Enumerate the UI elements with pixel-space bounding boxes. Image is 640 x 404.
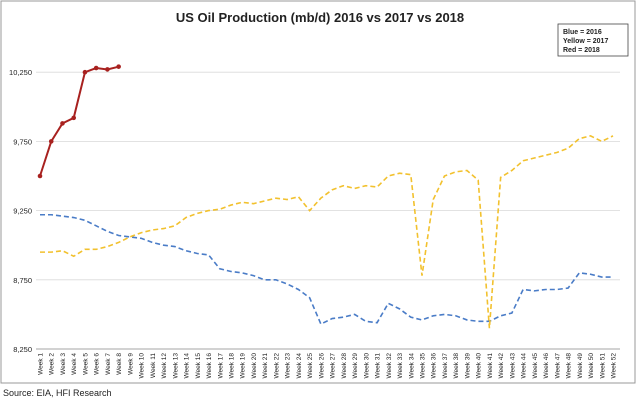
legend-entry: Yellow = 2017	[563, 38, 608, 45]
legend-entry: Blue = 2016	[563, 29, 602, 36]
x-tick-label: Week 25	[307, 353, 314, 379]
x-tick-label: Week 28	[341, 353, 348, 379]
x-tick-label: Week 34	[408, 353, 415, 379]
x-tick-label: Week 40	[476, 353, 483, 379]
series-marker	[82, 69, 88, 75]
x-tick-label: Week 12	[161, 353, 168, 379]
x-tick-label: Week 26	[318, 353, 325, 379]
x-tick-label: Week 8	[116, 353, 123, 375]
x-tick-label: Week 7	[105, 353, 112, 375]
y-tick-label: 9,750	[13, 137, 32, 146]
x-tick-label: Week 3	[60, 353, 67, 375]
series-marker	[48, 139, 54, 144]
y-tick-label: 8,750	[13, 276, 32, 285]
x-tick-label: Week 15	[195, 353, 202, 379]
x-tick-label: Week 2	[49, 353, 56, 375]
x-tick-label: Week 30	[363, 353, 370, 379]
source-note: Source: EIA, HFI Research	[3, 388, 112, 398]
x-tick-label: Week 27	[330, 353, 337, 379]
y-tick-label: 9,250	[13, 207, 32, 216]
x-tick-label: Week 9	[127, 353, 134, 375]
x-tick-label: Week 37	[442, 353, 449, 379]
x-tick-label: Week 19	[240, 353, 247, 379]
x-tick-label: Week 14	[184, 353, 191, 379]
x-tick-label: Week 36	[431, 353, 438, 379]
x-tick-label: Week 48	[566, 353, 573, 379]
x-tick-label: Week 52	[611, 353, 618, 379]
x-tick-label: Week 51	[599, 353, 606, 379]
x-tick-label: Week 29	[352, 353, 359, 379]
x-tick-label: Week 44	[521, 353, 528, 379]
x-tick-label: Week 32	[386, 353, 393, 379]
series-marker	[105, 67, 110, 72]
x-tick-label: Week 4	[71, 353, 78, 375]
series-marker	[37, 173, 43, 179]
y-tick-label: 8,250	[13, 345, 32, 354]
x-tick-label: Week 18	[229, 353, 236, 379]
series-line	[40, 213, 613, 326]
chart-title: US Oil Production (mb/d) 2016 vs 2017 vs…	[176, 10, 464, 25]
x-tick-label: Week 31	[375, 353, 382, 379]
x-tick-label: Week 6	[94, 353, 101, 375]
x-tick-label: Week 42	[498, 353, 505, 379]
x-tick-label: Week 23	[285, 353, 292, 379]
x-tick-label: Week 10	[139, 353, 146, 379]
x-tick-label: Week 38	[453, 353, 460, 379]
x-tick-label: Week 5	[82, 353, 89, 375]
x-tick-label: Week 45	[532, 353, 539, 379]
x-tick-label: Week 20	[251, 353, 258, 379]
x-tick-label: Week 46	[543, 353, 550, 379]
x-tick-label: Week 39	[464, 353, 471, 379]
chart-border	[0, 0, 636, 384]
legend-box	[557, 23, 629, 57]
x-tick-label: Week 22	[273, 353, 280, 379]
x-tick-label: Week 1	[38, 353, 45, 375]
x-tick-label: Week 11	[150, 353, 157, 378]
x-tick-label: Week 21	[262, 353, 269, 379]
x-tick-label: Week 49	[577, 353, 584, 379]
x-tick-label: Week 16	[206, 353, 213, 379]
x-tick-label: Week 41	[487, 353, 494, 379]
y-tick-label: 10,250	[9, 68, 32, 77]
x-tick-label: Week 33	[397, 353, 404, 379]
x-tick-label: Week 43	[509, 353, 516, 379]
series-marker	[71, 115, 77, 121]
x-tick-label: Week 24	[296, 353, 303, 379]
x-tick-label: Week 47	[554, 353, 561, 379]
legend-entry: Red = 2018	[563, 47, 600, 54]
x-tick-label: Week 50	[588, 353, 595, 379]
series-line	[40, 135, 614, 329]
x-tick-label: Week 17	[217, 353, 224, 379]
series-marker	[116, 64, 121, 69]
x-tick-label: Week 13	[172, 353, 179, 379]
x-tick-label: Week 35	[420, 353, 427, 379]
series-marker	[60, 121, 65, 126]
series-marker	[93, 65, 99, 71]
